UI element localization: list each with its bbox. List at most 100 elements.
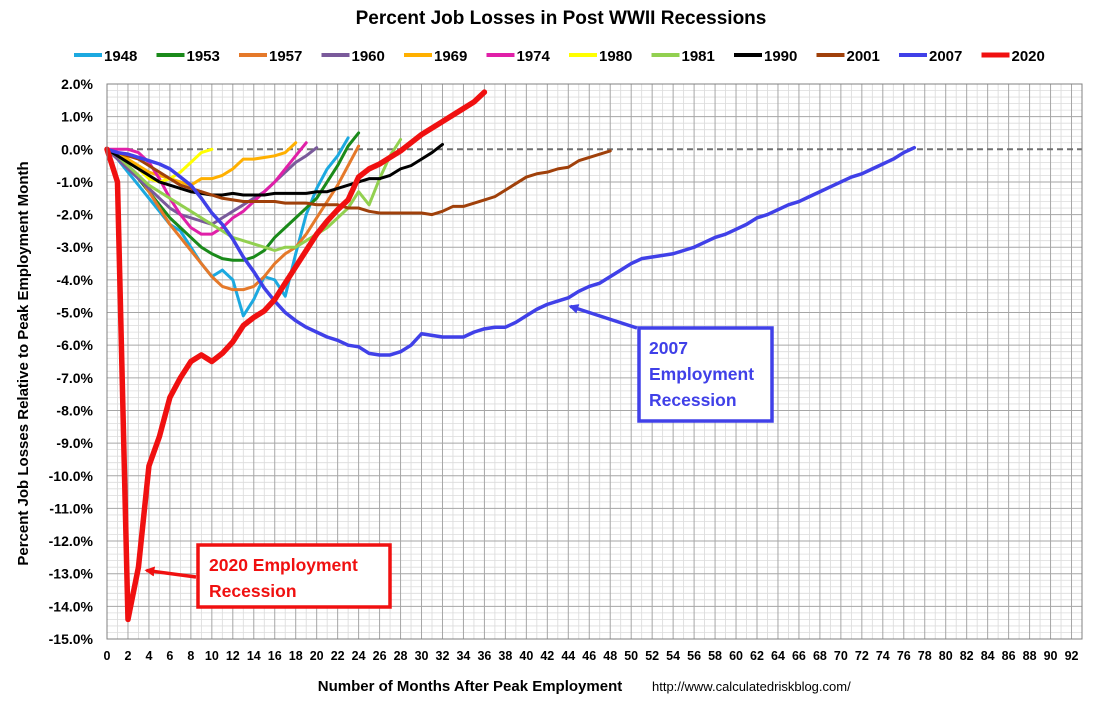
annotation-text-2007: Recession — [649, 390, 737, 410]
y-tick-label: 0.0% — [61, 141, 93, 157]
y-tick-label: -11.0% — [49, 500, 93, 516]
y-tick-label: -3.0% — [56, 239, 93, 255]
x-tick-label: 8 — [187, 649, 194, 663]
x-tick-label: 46 — [582, 649, 596, 663]
annotation-box-2007 — [637, 326, 774, 423]
x-tick-label: 50 — [624, 649, 638, 663]
x-tick-label: 56 — [687, 649, 701, 663]
series-line-2001 — [105, 147, 612, 217]
x-tick-label: 76 — [897, 649, 911, 663]
x-tick-label: 66 — [792, 649, 806, 663]
y-tick-label: -1.0% — [56, 174, 93, 190]
x-tick-label: 34 — [456, 649, 470, 663]
x-tick-label: 78 — [918, 649, 932, 663]
y-tick-label: -7.0% — [56, 370, 93, 386]
series-line-1969 — [105, 141, 298, 187]
x-tick-label: 90 — [1044, 649, 1058, 663]
x-tick-label: 32 — [436, 649, 450, 663]
x-tick-label: 54 — [666, 649, 680, 663]
series-line-1981 — [105, 138, 403, 252]
x-tick-label: 62 — [750, 649, 764, 663]
x-axis-label: Number of Months After Peak Employment — [318, 678, 622, 695]
annotation-text-2020: 2020 Employment — [209, 555, 358, 575]
x-tick-label: 10 — [205, 649, 219, 663]
x-tick-label: 58 — [708, 649, 722, 663]
annotation-text-2007: Employment — [649, 364, 754, 384]
series-lines — [104, 89, 917, 623]
x-tick-label: 40 — [519, 649, 533, 663]
legend-label-2007: 2007 — [929, 48, 962, 65]
legend-label-1981: 1981 — [682, 48, 715, 65]
series-line-1974 — [105, 141, 308, 236]
x-tick-label: 2 — [124, 649, 131, 663]
x-tick-label: 48 — [603, 649, 617, 663]
legend: 1948 1953 1957 1960 1969 1974 1980 1981 1990 2001… — [74, 48, 1045, 65]
annotation-box-2020 — [196, 543, 392, 609]
x-tick-label: 84 — [981, 649, 995, 663]
x-tick-label: 24 — [352, 649, 366, 663]
y-tick-label: -12.0% — [49, 533, 94, 549]
legend-label-1980: 1980 — [599, 48, 632, 65]
legend-label-2001: 2001 — [847, 48, 880, 65]
x-tick-label: 28 — [394, 649, 408, 663]
legend-label-1953: 1953 — [187, 48, 220, 65]
annotation-arrow-2020 — [144, 566, 197, 579]
legend-label-1969: 1969 — [434, 48, 467, 65]
x-tick-label: 38 — [498, 649, 512, 663]
legend-label-2020: 2020 — [1012, 48, 1045, 65]
x-tick-label: 22 — [331, 649, 345, 663]
x-tick-label: 60 — [729, 649, 743, 663]
x-tick-label: 12 — [226, 649, 240, 663]
x-tick-label: 80 — [939, 649, 953, 663]
y-tick-label: -9.0% — [56, 435, 93, 451]
legend-label-1960: 1960 — [352, 48, 385, 65]
annotation-text-2007: 2007 — [649, 338, 688, 358]
plot-border — [106, 83, 1083, 640]
series-line-1948 — [105, 136, 350, 318]
y-tick-label: -10.0% — [49, 468, 94, 484]
legend-label-1957: 1957 — [269, 48, 302, 65]
x-tick-label: 86 — [1002, 649, 1016, 663]
y-tick-label: -15.0% — [49, 631, 94, 647]
y-tick-label: -13.0% — [49, 566, 94, 582]
legend-label-1990: 1990 — [764, 48, 797, 65]
x-tick-label: 18 — [289, 649, 303, 663]
x-tick-label: 70 — [834, 649, 848, 663]
series-line-2020 — [104, 89, 488, 623]
series-line-1957 — [105, 144, 361, 292]
x-tick-label: 36 — [477, 649, 491, 663]
x-tick-label: 14 — [247, 649, 261, 663]
x-tick-label: 20 — [310, 649, 324, 663]
x-tick-label: 6 — [166, 649, 173, 663]
y-axis-label: Percent Job Losses Relative to Peak Empl… — [15, 161, 32, 565]
x-tick-label: 74 — [876, 649, 890, 663]
x-tick-label: 64 — [771, 649, 785, 663]
y-tick-label: -6.0% — [56, 337, 93, 353]
source-url: http://www.calculatedriskblog.com/ — [652, 679, 851, 694]
y-tick-label: -5.0% — [56, 305, 93, 321]
y-tick-label: -2.0% — [56, 207, 93, 223]
x-tick-label: 42 — [540, 649, 554, 663]
x-axis-ticks: 0 2 4 6 8 10 12 14 16 18 20 22 24 26 28 30 32 34 36 38 40 42 4… — [104, 649, 1079, 663]
x-tick-label: 92 — [1065, 649, 1079, 663]
x-tick-label: 52 — [645, 649, 659, 663]
x-tick-label: 30 — [415, 649, 429, 663]
x-tick-label: 82 — [960, 649, 974, 663]
y-tick-label: 1.0% — [61, 109, 93, 125]
x-tick-label: 72 — [855, 649, 869, 663]
x-tick-label: 44 — [561, 649, 575, 663]
annotation-text-2020: Recession — [209, 581, 297, 601]
x-tick-label: 88 — [1023, 649, 1037, 663]
annotations: 2007 Employment Recession 2020 Employment Re… — [144, 304, 774, 609]
series-line-2007 — [105, 145, 917, 357]
y-tick-label: 2.0% — [61, 76, 93, 92]
y-tick-label: -8.0% — [56, 402, 93, 418]
legend-label-1974: 1974 — [517, 48, 551, 65]
x-tick-label: 4 — [145, 649, 152, 663]
x-tick-label: 68 — [813, 649, 827, 663]
x-tick-label: 26 — [373, 649, 387, 663]
series-line-1990 — [105, 142, 444, 197]
y-tick-label: -4.0% — [56, 272, 93, 288]
x-tick-label: 0 — [104, 649, 111, 663]
